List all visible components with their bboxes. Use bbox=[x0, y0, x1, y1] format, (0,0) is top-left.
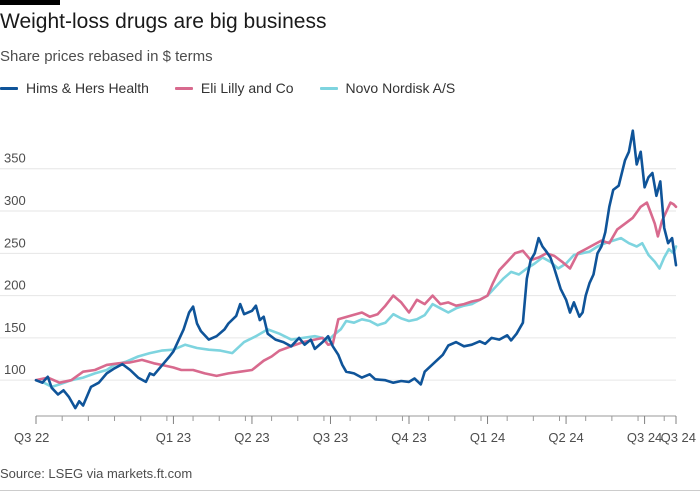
chart-axes: 100 150 200 250 300 350 Q3 22 Q1 23 Q2 23 Q3 23 Q4… bbox=[4, 151, 696, 445]
legend-item-lilly: Eli Lilly and Co bbox=[174, 80, 294, 96]
x-tick-label: Q3 24 bbox=[661, 430, 696, 445]
chart-series bbox=[34, 129, 678, 410]
x-tick-label: Q2 24 bbox=[548, 430, 583, 445]
chart-title: Weight-loss drugs are big business bbox=[0, 10, 327, 33]
chart-grid bbox=[0, 168, 676, 381]
brand-bar bbox=[0, 0, 60, 5]
y-tick-label: 150 bbox=[4, 320, 26, 335]
x-tick-label: Q3 23 bbox=[313, 430, 348, 445]
series-line-novo-nordisk-a-s bbox=[34, 236, 678, 389]
x-tick-label: Q3 22 bbox=[14, 430, 49, 445]
x-tick-label: Q2 23 bbox=[234, 430, 269, 445]
chart-legend: Hims & Hers Health Eli Lilly and Co Novo… bbox=[0, 80, 455, 96]
x-tick-label: Q3 24 bbox=[627, 430, 662, 445]
legend-swatch-novo bbox=[319, 86, 338, 90]
y-tick-label: 350 bbox=[4, 151, 26, 166]
legend-swatch-lilly bbox=[174, 86, 193, 90]
x-tick-label: Q1 24 bbox=[470, 430, 505, 445]
series-line-eli-lilly-and-co bbox=[34, 201, 678, 384]
legend-label-lilly: Eli Lilly and Co bbox=[200, 80, 294, 96]
legend-item-novo: Novo Nordisk A/S bbox=[319, 80, 456, 96]
bottom-rule bbox=[0, 490, 700, 491]
x-tick-label: Q4 23 bbox=[391, 430, 426, 445]
legend-label-novo: Novo Nordisk A/S bbox=[345, 80, 456, 96]
series-line-hims-hers-health bbox=[34, 129, 678, 410]
y-tick-label: 100 bbox=[4, 362, 26, 377]
source-note: Source: LSEG via markets.ft.com bbox=[0, 466, 193, 481]
x-tick-label: Q1 23 bbox=[156, 430, 191, 445]
legend-label-hims: Hims & Hers Health bbox=[26, 80, 149, 96]
legend-item-hims: Hims & Hers Health bbox=[0, 80, 149, 96]
y-tick-label: 300 bbox=[4, 193, 26, 208]
legend-swatch-hims bbox=[0, 86, 18, 90]
y-tick-label: 250 bbox=[4, 235, 26, 250]
y-tick-label: 200 bbox=[4, 278, 26, 293]
chart-subtitle: Share prices rebased in $ terms bbox=[0, 48, 213, 65]
